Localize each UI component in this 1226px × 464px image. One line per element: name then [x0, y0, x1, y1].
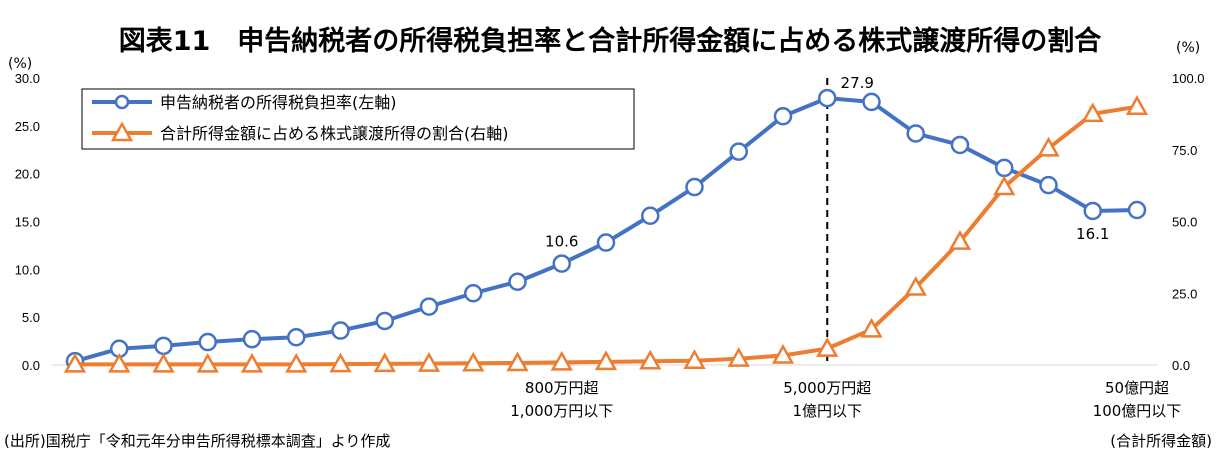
right-axis-tick-label: 50.0	[1172, 215, 1197, 230]
data-label: 27.9	[841, 74, 874, 92]
tax-burden-point	[198, 332, 217, 352]
tax-burden-point	[552, 254, 571, 273]
stock-share-point	[1037, 136, 1060, 157]
stock-share-point	[639, 349, 662, 370]
left-axis-tick-label: 10.0	[15, 262, 40, 277]
left-axis-tick-label: 15.0	[15, 215, 40, 230]
tax-burden-point	[287, 328, 306, 347]
stock-share-point	[727, 347, 750, 367]
stock-share-point	[152, 352, 175, 373]
stock-share-point	[196, 352, 219, 373]
chart-title: 図表11 申告納税者の所得税負担率と合計所得金額に占める株式譲渡所得の割合	[119, 25, 1102, 57]
tax-burden-point	[906, 124, 925, 143]
tax-burden-point	[242, 329, 262, 349]
tax-burden-point	[1039, 175, 1058, 195]
right-axis-tick-label: 75.0	[1172, 143, 1197, 158]
left-axis-tick-label: 0.0	[22, 358, 40, 373]
x-category-label: 100億円以下	[1093, 402, 1182, 420]
stock-share-point	[1125, 95, 1149, 115]
stock-share-point	[816, 337, 839, 357]
tax-burden-point	[154, 336, 173, 356]
stock-share-point	[860, 317, 883, 338]
stock-share-point	[462, 351, 485, 372]
tax-burden-point	[419, 297, 439, 316]
stock-share-point	[329, 352, 352, 373]
tax-burden-point	[773, 107, 793, 126]
legend-label-tax-burden: 申告納税者の所得税負担率(左軸)	[160, 93, 397, 112]
tax-burden-point	[641, 206, 660, 226]
stock-share-point	[1081, 102, 1104, 123]
tax-burden-point	[729, 142, 748, 161]
x-category-label: 50億円超	[1105, 379, 1169, 397]
x-axis-title: (合計所得金額)	[1110, 432, 1212, 450]
left-axis-tick-label: 5.0	[22, 310, 40, 325]
legend-label-stock-share: 合計所得金額に占める株式譲渡所得の割合(右軸)	[160, 124, 509, 143]
tax-burden-point	[596, 233, 616, 252]
tax-burden-point	[464, 284, 483, 303]
right-axis-tick-label: 100.0	[1172, 71, 1205, 86]
stock-share-point	[417, 352, 441, 372]
legend-box	[81, 88, 635, 150]
stock-share-point	[373, 352, 396, 373]
tax-burden-point	[818, 88, 837, 108]
stock-share-point	[904, 275, 927, 296]
source-note: (出所)国税庁「令和元年分申告所得税標本調査」より作成	[4, 432, 390, 450]
left-axis-tick-label: 20.0	[15, 167, 40, 182]
x-category-label: 1億円以下	[792, 402, 862, 420]
legend-marker-triangle-icon	[110, 121, 134, 142]
left-axis: 0.0 5.0 10.0 15.0 20.0 25.0 30.0	[15, 71, 40, 373]
legend: 申告納税者の所得税負担率(左軸) 合計所得金額に占める株式譲渡所得の割合(右軸)	[81, 88, 635, 150]
left-axis-tick-label: 25.0	[15, 119, 40, 134]
legend-marker-circle-icon	[114, 94, 130, 110]
stock-share-point	[240, 352, 264, 373]
right-axis-unit-label: (%)	[1176, 40, 1200, 56]
tax-burden-point	[950, 135, 970, 155]
tax-burden-point	[995, 158, 1014, 178]
x-category-label: 800万円超	[525, 379, 599, 397]
stock-share-point	[594, 350, 618, 371]
stock-share-point	[63, 352, 87, 373]
tax-burden-point	[508, 272, 527, 292]
left-axis-tick-label: 30.0	[15, 71, 40, 86]
stock-share-point	[108, 352, 131, 373]
stock-share-point	[683, 349, 706, 369]
stock-share-point	[948, 230, 972, 250]
tax-burden-point	[862, 92, 881, 112]
stock-share-point	[506, 351, 529, 372]
right-axis: 0.0 25.0 50.0 75.0 100.0	[1172, 71, 1205, 373]
x-category-label: 5,000万円超	[783, 379, 871, 397]
series-layer	[63, 88, 1149, 373]
x-category-labels: 800万円超 1,000万円以下 5,000万円超 1億円以下 50億円超 100億円以下	[510, 379, 1181, 420]
tax-burden-point	[331, 321, 350, 340]
stock-share-point	[771, 343, 795, 364]
right-axis-tick-label: 0.0	[1172, 358, 1190, 373]
left-axis-unit-label: (%)	[8, 56, 32, 72]
right-axis-tick-label: 25.0	[1172, 286, 1197, 301]
tax-burden-point	[1127, 200, 1147, 220]
stock-share-point	[550, 350, 573, 371]
x-category-label: 1,000万円以下	[510, 402, 613, 420]
tax-burden-point	[685, 177, 704, 197]
data-label: 16.1	[1076, 225, 1109, 243]
tax-burden-point	[375, 311, 394, 331]
stock-share-point	[285, 352, 308, 373]
stock-share-point	[993, 175, 1016, 196]
data-labels: 10.6 27.9 16.1	[545, 74, 1109, 251]
data-label: 10.6	[545, 233, 578, 251]
tax-burden-point	[1083, 201, 1102, 221]
